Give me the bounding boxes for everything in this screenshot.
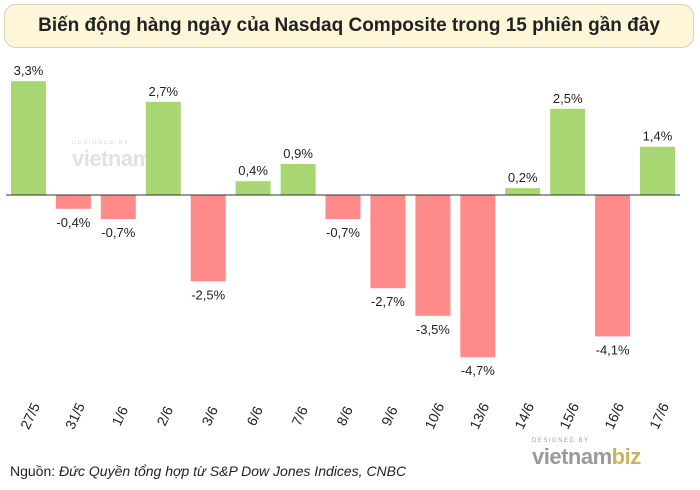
- bar-15-6: [550, 108, 586, 196]
- data-label: -2,7%: [371, 294, 405, 309]
- x-tick-label: 17/6: [646, 400, 672, 432]
- data-label: 2,7%: [148, 84, 178, 99]
- bar-10-6: [415, 195, 451, 316]
- source-note: Nguồn: Đức Quyền tổng hợp từ S&P Dow Jon…: [10, 463, 406, 479]
- brand-logo-sub: DESIGNED BY: [532, 438, 590, 444]
- watermark-brand-a: vietnam: [72, 146, 152, 171]
- data-label: -4,7%: [461, 363, 495, 378]
- x-tick-label: 6/6: [243, 403, 266, 428]
- bar-6-6: [235, 181, 271, 195]
- bar-1-6: [100, 195, 136, 220]
- chart-title: Biến động hàng ngày của Nasdaq Composite…: [38, 15, 660, 36]
- bar-7-6: [280, 163, 316, 195]
- x-tick-label: 2/6: [153, 403, 176, 428]
- data-label: 0,2%: [508, 170, 538, 185]
- data-label: -0,7%: [326, 225, 360, 240]
- data-label: -0,4%: [56, 215, 90, 230]
- data-label: 2,5%: [553, 91, 583, 106]
- x-tick-label: 13/6: [466, 400, 492, 432]
- brand-logo-a: vietnam: [532, 444, 612, 469]
- bar-13-6: [460, 195, 496, 358]
- x-tick-label: 9/6: [378, 403, 401, 428]
- bar-2-6: [145, 101, 181, 195]
- source-text: Đức Quyền tổng hợp từ S&P Dow Jones Indi…: [59, 463, 407, 479]
- data-label: -3,5%: [416, 322, 450, 337]
- chart-title-box: Biến động hàng ngày của Nasdaq Composite…: [4, 4, 694, 48]
- x-tick-label: 10/6: [421, 400, 447, 432]
- x-tick-label: 27/5: [17, 400, 43, 432]
- bar-14-6: [505, 188, 541, 195]
- bar-8-6: [325, 195, 361, 220]
- bar-9-6: [370, 195, 406, 289]
- bar-17-6: [640, 146, 675, 195]
- bar-27-5: [11, 81, 46, 195]
- x-tick-label: 15/6: [556, 400, 582, 432]
- x-tick-label: 8/6: [333, 403, 356, 428]
- data-label: -2,5%: [191, 287, 225, 302]
- brand-logo-b: biz: [611, 444, 642, 469]
- x-tick-label: 3/6: [198, 403, 221, 428]
- bar-16-6: [595, 195, 631, 337]
- data-label: 0,9%: [283, 146, 313, 161]
- data-label: 3,3%: [14, 63, 44, 78]
- data-label: -0,7%: [101, 225, 135, 240]
- bar-31-5: [55, 195, 91, 209]
- x-tick-label: 16/6: [601, 400, 627, 432]
- data-label: -4,1%: [596, 342, 630, 357]
- x-tick-label: 1/6: [108, 403, 131, 428]
- bar-3-6: [190, 195, 226, 282]
- data-label: 0,4%: [238, 163, 268, 178]
- x-tick-label: 7/6: [288, 403, 311, 428]
- watermark-sub: DESIGNED BY: [72, 140, 130, 146]
- x-tick-label: 14/6: [511, 400, 537, 432]
- brand-logo: DESIGNED BY vietnambiz: [532, 438, 641, 470]
- data-label: 1,4%: [643, 129, 673, 144]
- source-prefix: Nguồn:: [10, 463, 60, 479]
- x-tick-label: 31/5: [62, 400, 88, 432]
